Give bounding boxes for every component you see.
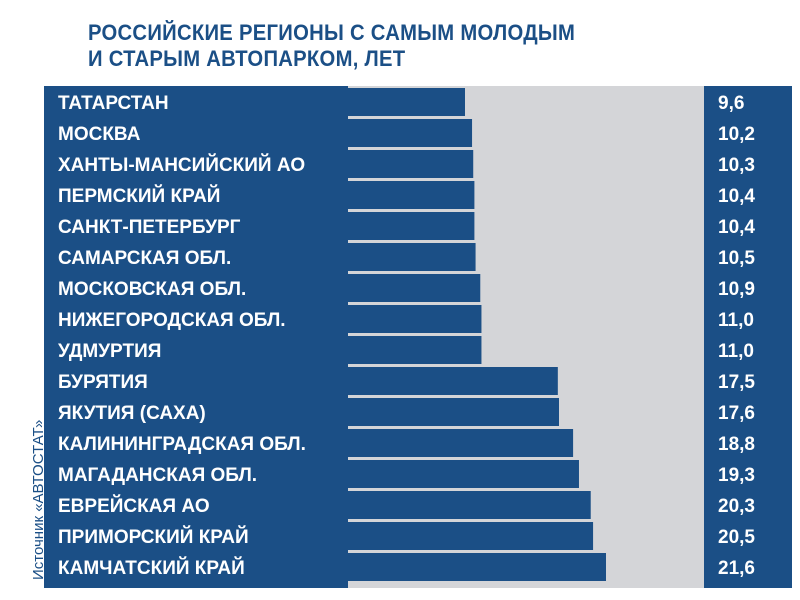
value-label: 10,2 xyxy=(718,124,755,145)
value-label: 17,6 xyxy=(718,403,755,424)
value-label: 9,6 xyxy=(718,93,744,114)
category-label: БУРЯТИЯ xyxy=(58,372,148,393)
category-label: МОСКВА xyxy=(58,124,141,145)
bar xyxy=(348,274,481,302)
bar xyxy=(348,367,558,395)
bar xyxy=(348,181,475,209)
bar xyxy=(348,243,476,271)
category-label: НИЖЕГОРОДСКАЯ ОБЛ. xyxy=(58,310,286,331)
category-labels-group: ТАТАРСТАН МОСКВА ХАНТЫ-МАНСИЙСКИЙ АО ПЕРМСК… xyxy=(58,93,306,579)
value-label: 20,5 xyxy=(718,527,755,548)
bar xyxy=(348,460,579,488)
category-label: ПЕРМСКИЙ КРАЙ xyxy=(58,185,220,207)
category-panel xyxy=(44,86,348,588)
value-label: 11,0 xyxy=(718,310,754,331)
bar xyxy=(348,88,465,116)
bar xyxy=(348,305,482,333)
value-label: 11,0 xyxy=(718,341,754,362)
category-label: МАГАДАНСКАЯ ОБЛ. xyxy=(58,465,257,486)
value-panel xyxy=(704,86,792,588)
chart-title: РОССИЙСКИЕ РЕГИОНЫ С САМЫМ МОЛОДЫМ И СТА… xyxy=(88,20,658,72)
value-label: 10,4 xyxy=(718,186,755,207)
category-label: ХАНТЫ-МАНСИЙСКИЙ АО xyxy=(58,154,305,176)
value-label: 10,9 xyxy=(718,279,755,300)
chart-title-line-2: И СТАРЫМ АВТОПАРКОМ, ЛЕТ xyxy=(88,46,406,71)
value-label: 10,5 xyxy=(718,248,755,269)
category-label: ЯКУТИЯ (САХА) xyxy=(58,403,206,424)
bars-group xyxy=(348,88,606,581)
value-label: 17,5 xyxy=(718,372,755,393)
value-label: 10,3 xyxy=(718,155,755,176)
bar xyxy=(348,336,482,364)
category-label: КАЛИНИНГРАДСКАЯ ОБЛ. xyxy=(58,434,306,455)
bar xyxy=(348,553,606,581)
value-label: 20,3 xyxy=(718,496,755,517)
category-label: ПРИМОРСКИЙ КРАЙ xyxy=(58,526,249,548)
value-label: 21,6 xyxy=(718,558,755,579)
category-label: ТАТАРСТАН xyxy=(58,93,169,114)
bar xyxy=(348,491,591,519)
bar xyxy=(348,398,559,426)
category-label: САНКТ-ПЕТЕРБУРГ xyxy=(58,217,241,238)
category-label: КАМЧАТСКИЙ КРАЙ xyxy=(58,557,245,579)
bar xyxy=(348,119,473,147)
bar xyxy=(348,212,475,240)
value-label: 18,8 xyxy=(718,434,755,455)
category-label: САМАРСКАЯ ОБЛ. xyxy=(58,248,231,269)
value-label: 19,3 xyxy=(718,465,755,486)
chart-title-line-1: РОССИЙСКИЕ РЕГИОНЫ С САМЫМ МОЛОДЫМ xyxy=(88,20,576,45)
value-label: 10,4 xyxy=(718,217,755,238)
bar xyxy=(348,429,574,457)
category-label: ЕВРЕЙСКАЯ АО xyxy=(58,495,210,517)
source-note: Источник «АВТОСТАТ» xyxy=(30,419,47,580)
category-label: УДМУРТИЯ xyxy=(58,341,161,362)
category-label: МОСКОВСКАЯ ОБЛ. xyxy=(58,279,246,300)
bar xyxy=(348,522,594,550)
value-labels-group: 9,6 10,2 10,3 10,4 10,4 10,5 10,9 11,0 11,0 17,5 1… xyxy=(718,93,755,579)
bar xyxy=(348,150,474,178)
